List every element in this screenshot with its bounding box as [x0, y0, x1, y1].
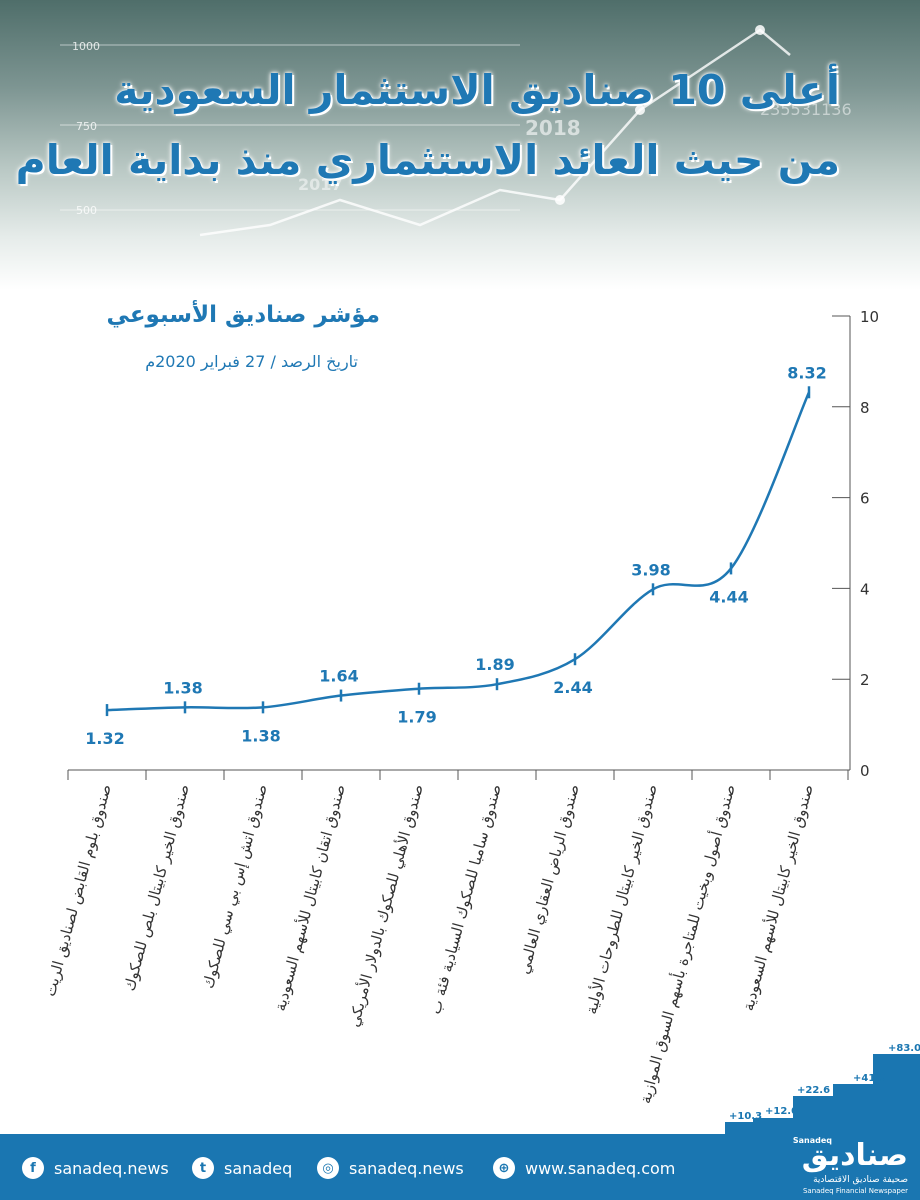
header-background-art: 1000 750 500 2018 2017 235531136: [60, 25, 852, 237]
bg-trend-point: [555, 195, 565, 205]
facebook-handle: sanadeq.news: [54, 1158, 169, 1178]
data-label: 1.38: [241, 726, 280, 745]
growth-step: [753, 1118, 793, 1134]
brand-latin-name: Sanadeq: [792, 1136, 832, 1145]
facebook-link[interactable]: f sanadeq.news: [22, 1157, 169, 1179]
x-category-label: صندوق بلوم القابض لصناديق الريت: [41, 782, 115, 998]
x-category-label: صندوق اتقان كابيتال للأسهم السعودية: [270, 782, 349, 1013]
bg-trend-line: [199, 28, 791, 237]
x-category-label: صندوق أصول وبخيت للمتاجرة بأسهم السوق ال…: [634, 782, 739, 1106]
y-tick-label: 8: [860, 399, 870, 417]
x-category-label: صندوق الخير كابيتال بلص للصكوك: [120, 782, 193, 993]
bg-axis-number: 1000: [72, 40, 100, 53]
globe-icon: ⊕: [493, 1157, 515, 1179]
chart-subtitle: تاريخ الرصد / 27 فبراير 2020م: [145, 352, 358, 371]
line-chart: 0 2 4 6 8 10 1.32 1.38 1.38 1.64 1.79 1.89 2.44 3.98 4…: [41, 308, 879, 1106]
data-label: 1.89: [475, 655, 514, 674]
x-category-label: صندوق الرياض العقاري العالمي: [515, 782, 584, 976]
y-tick-label: 10: [860, 308, 879, 326]
growth-step: [873, 1054, 920, 1134]
data-label: 1.38: [163, 678, 202, 697]
website-url: www.sanadeq.com: [525, 1158, 676, 1178]
twitter-link[interactable]: t sanadeq: [192, 1157, 292, 1179]
y-tick-label: 2: [860, 671, 870, 689]
data-label: 1.79: [397, 708, 436, 727]
series-line: [106, 391, 811, 712]
growth-step: [793, 1096, 833, 1134]
footer-bar: f sanadeq.news t sanadeq ◎ sanadeq.news …: [0, 1134, 920, 1200]
brand-tagline-english: Sanadeq Financial Newspaper: [802, 1187, 908, 1195]
data-label: 1.64: [319, 667, 358, 686]
x-category-label: صندوق الخير كابيتال للأسهم السعودية: [738, 782, 817, 1013]
bg-trend-point: [755, 25, 765, 35]
x-category-label: صندوق الخير كابيتال للطروحات الأولية: [581, 782, 661, 1016]
instagram-link[interactable]: ◎ sanadeq.news: [317, 1157, 464, 1179]
data-label: 2.44: [553, 678, 592, 697]
twitter-icon: t: [192, 1157, 214, 1179]
data-label: 3.98: [631, 560, 670, 579]
x-category-label: صندوق الأهلي للصكوك بالدولار الأمريكي: [344, 782, 428, 1029]
brand-tagline-arabic: صحيفة صناديق الاقتصادية: [813, 1175, 908, 1185]
bg-axis-number: 500: [76, 204, 97, 217]
growth-step-label: +10.3: [729, 1111, 763, 1122]
brand-name: صناديق: [801, 1138, 908, 1173]
chart-title: مؤشر صناديق الأسبوعي: [106, 302, 380, 328]
instagram-handle: sanadeq.news: [349, 1158, 464, 1178]
data-label: 8.32: [787, 363, 826, 382]
headline-line-2: من حيث العائد الاستثماري منذ بداية العام: [15, 136, 840, 184]
bg-year: 2017: [298, 175, 343, 194]
website-link[interactable]: ⊕ www.sanadeq.com: [493, 1157, 675, 1179]
y-tick-label: 6: [860, 490, 870, 508]
x-category-label: صندوق اتش إس بي سي للصكوك: [199, 782, 272, 990]
bg-year: 2018: [525, 116, 581, 140]
facebook-icon: f: [22, 1157, 44, 1179]
data-label: 1.32: [85, 729, 124, 748]
x-category-label: صندوق سامبا للصكوك السيادية فئة ب: [426, 782, 505, 1016]
growth-step-label: +83.0: [888, 1043, 920, 1054]
headline-line-1: أعلى 10 صناديق الاستثمار السعودية: [114, 66, 840, 114]
bg-axis-number: 750: [76, 120, 97, 133]
bg-trend-point: [635, 105, 645, 115]
instagram-icon: ◎: [317, 1157, 339, 1179]
growth-step-label: +12.0: [765, 1106, 799, 1117]
twitter-handle: sanadeq: [224, 1158, 293, 1178]
data-label: 4.44: [709, 587, 748, 606]
growth-step: [725, 1122, 753, 1134]
header-banner: 1000 750 500 2018 2017 235531136 أعلى 10…: [0, 0, 920, 290]
bg-ticker-number: 235531136: [760, 100, 852, 119]
y-tick-label: 0: [860, 762, 870, 780]
growth-step-label: +41.9: [853, 1073, 887, 1084]
growth-step-label: +22.6: [797, 1085, 831, 1096]
growth-step: [833, 1084, 873, 1134]
y-tick-label: 4: [860, 580, 870, 598]
